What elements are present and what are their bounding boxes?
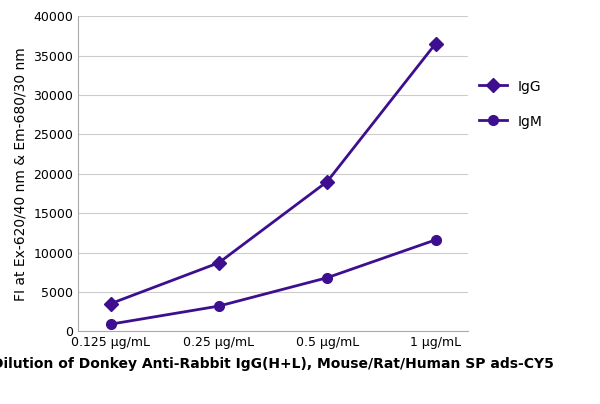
IgG	[323, 179, 331, 184]
Y-axis label: FI at Ex-620/40 nm & Em-680/30 nm: FI at Ex-620/40 nm & Em-680/30 nm	[14, 47, 28, 301]
IgM	[215, 304, 223, 309]
Line: IgG: IgG	[106, 39, 440, 309]
IgG	[107, 301, 114, 306]
Line: IgM: IgM	[106, 235, 440, 329]
X-axis label: Dilution of Donkey Anti-Rabbit IgG(H+L), Mouse/Rat/Human SP ads-CY5: Dilution of Donkey Anti-Rabbit IgG(H+L),…	[0, 358, 554, 371]
Legend: IgG, IgM: IgG, IgM	[479, 80, 542, 128]
IgM	[107, 322, 114, 326]
IgG	[432, 41, 439, 46]
IgG	[215, 260, 223, 265]
IgM	[432, 238, 439, 242]
IgM	[323, 275, 331, 280]
